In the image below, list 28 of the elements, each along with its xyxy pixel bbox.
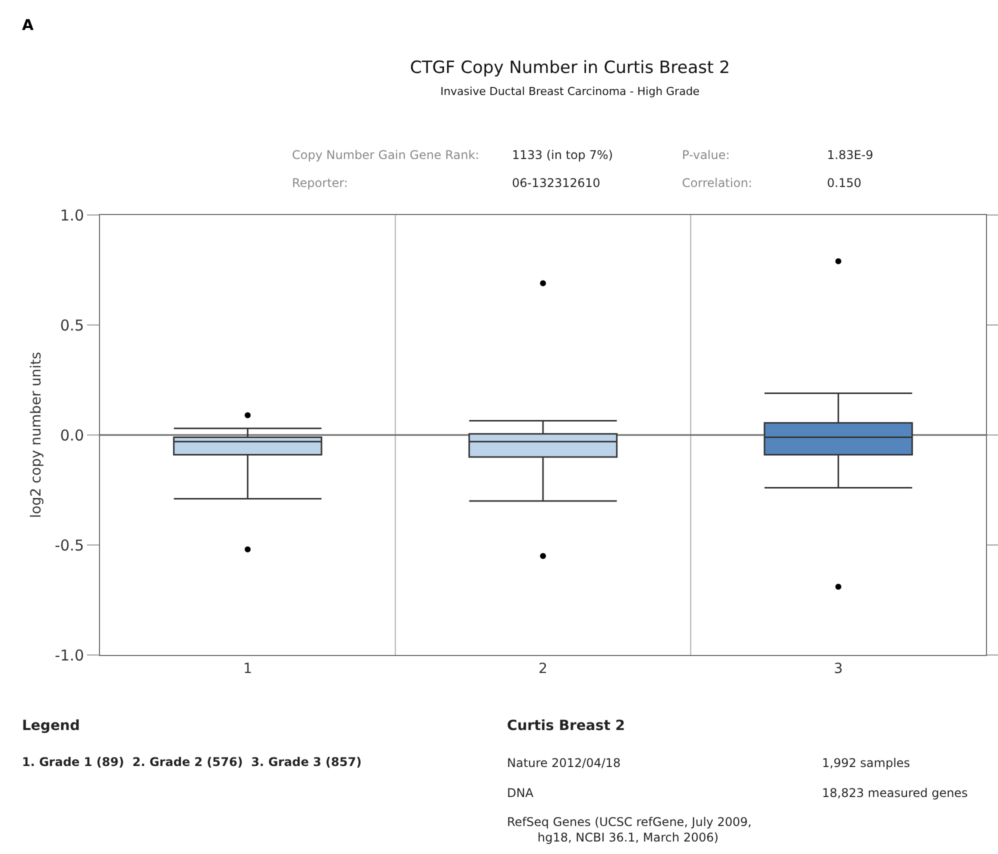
text: 1,992 samples	[822, 756, 910, 770]
text: 18,823 measured genes	[822, 786, 968, 800]
chart-subtitle: Invasive Ductal Breast Carcinoma - High Grade	[440, 85, 700, 98]
text: Legend	[22, 718, 80, 734]
x-tick-label: 2	[538, 660, 548, 677]
text: Reporter:	[292, 176, 348, 190]
text: P-value:	[682, 148, 730, 162]
y-tick-label: 0.0	[60, 426, 84, 444]
y-tick-label: 1.0	[60, 206, 84, 224]
text: 1133 (in top 7%)	[512, 148, 613, 162]
text: DNA	[507, 786, 534, 800]
text: RefSeq Genes (UCSC refGene, July 2009, hg18, NCBI 36.1, March 2006)	[507, 815, 752, 845]
text: 1. Grade 1 (89) 2. Grade 2 (576) 3. Grade 3 (857)	[22, 755, 362, 769]
text: Curtis Breast 2	[507, 718, 626, 734]
text: 0.150	[827, 176, 862, 190]
text: 1.83E-9	[827, 148, 874, 162]
text: Nature 2012/04/18	[507, 756, 621, 770]
text: Copy Number Gain Gene Rank:	[292, 148, 480, 162]
chart-title: CTGF Copy Number in Curtis Breast 2	[410, 58, 730, 78]
y-tick-label: 0.5	[60, 316, 84, 334]
y-tick-label: -0.5	[54, 536, 84, 554]
text: 06-132312610	[512, 176, 600, 190]
x-tick-label: 3	[834, 660, 843, 677]
x-tick-label: 1	[243, 660, 252, 677]
text: A	[22, 16, 34, 34]
y-axis-title: log2 copy number units	[28, 352, 44, 518]
y-tick-label: -1.0	[54, 646, 84, 664]
text: Correlation:	[682, 176, 752, 190]
